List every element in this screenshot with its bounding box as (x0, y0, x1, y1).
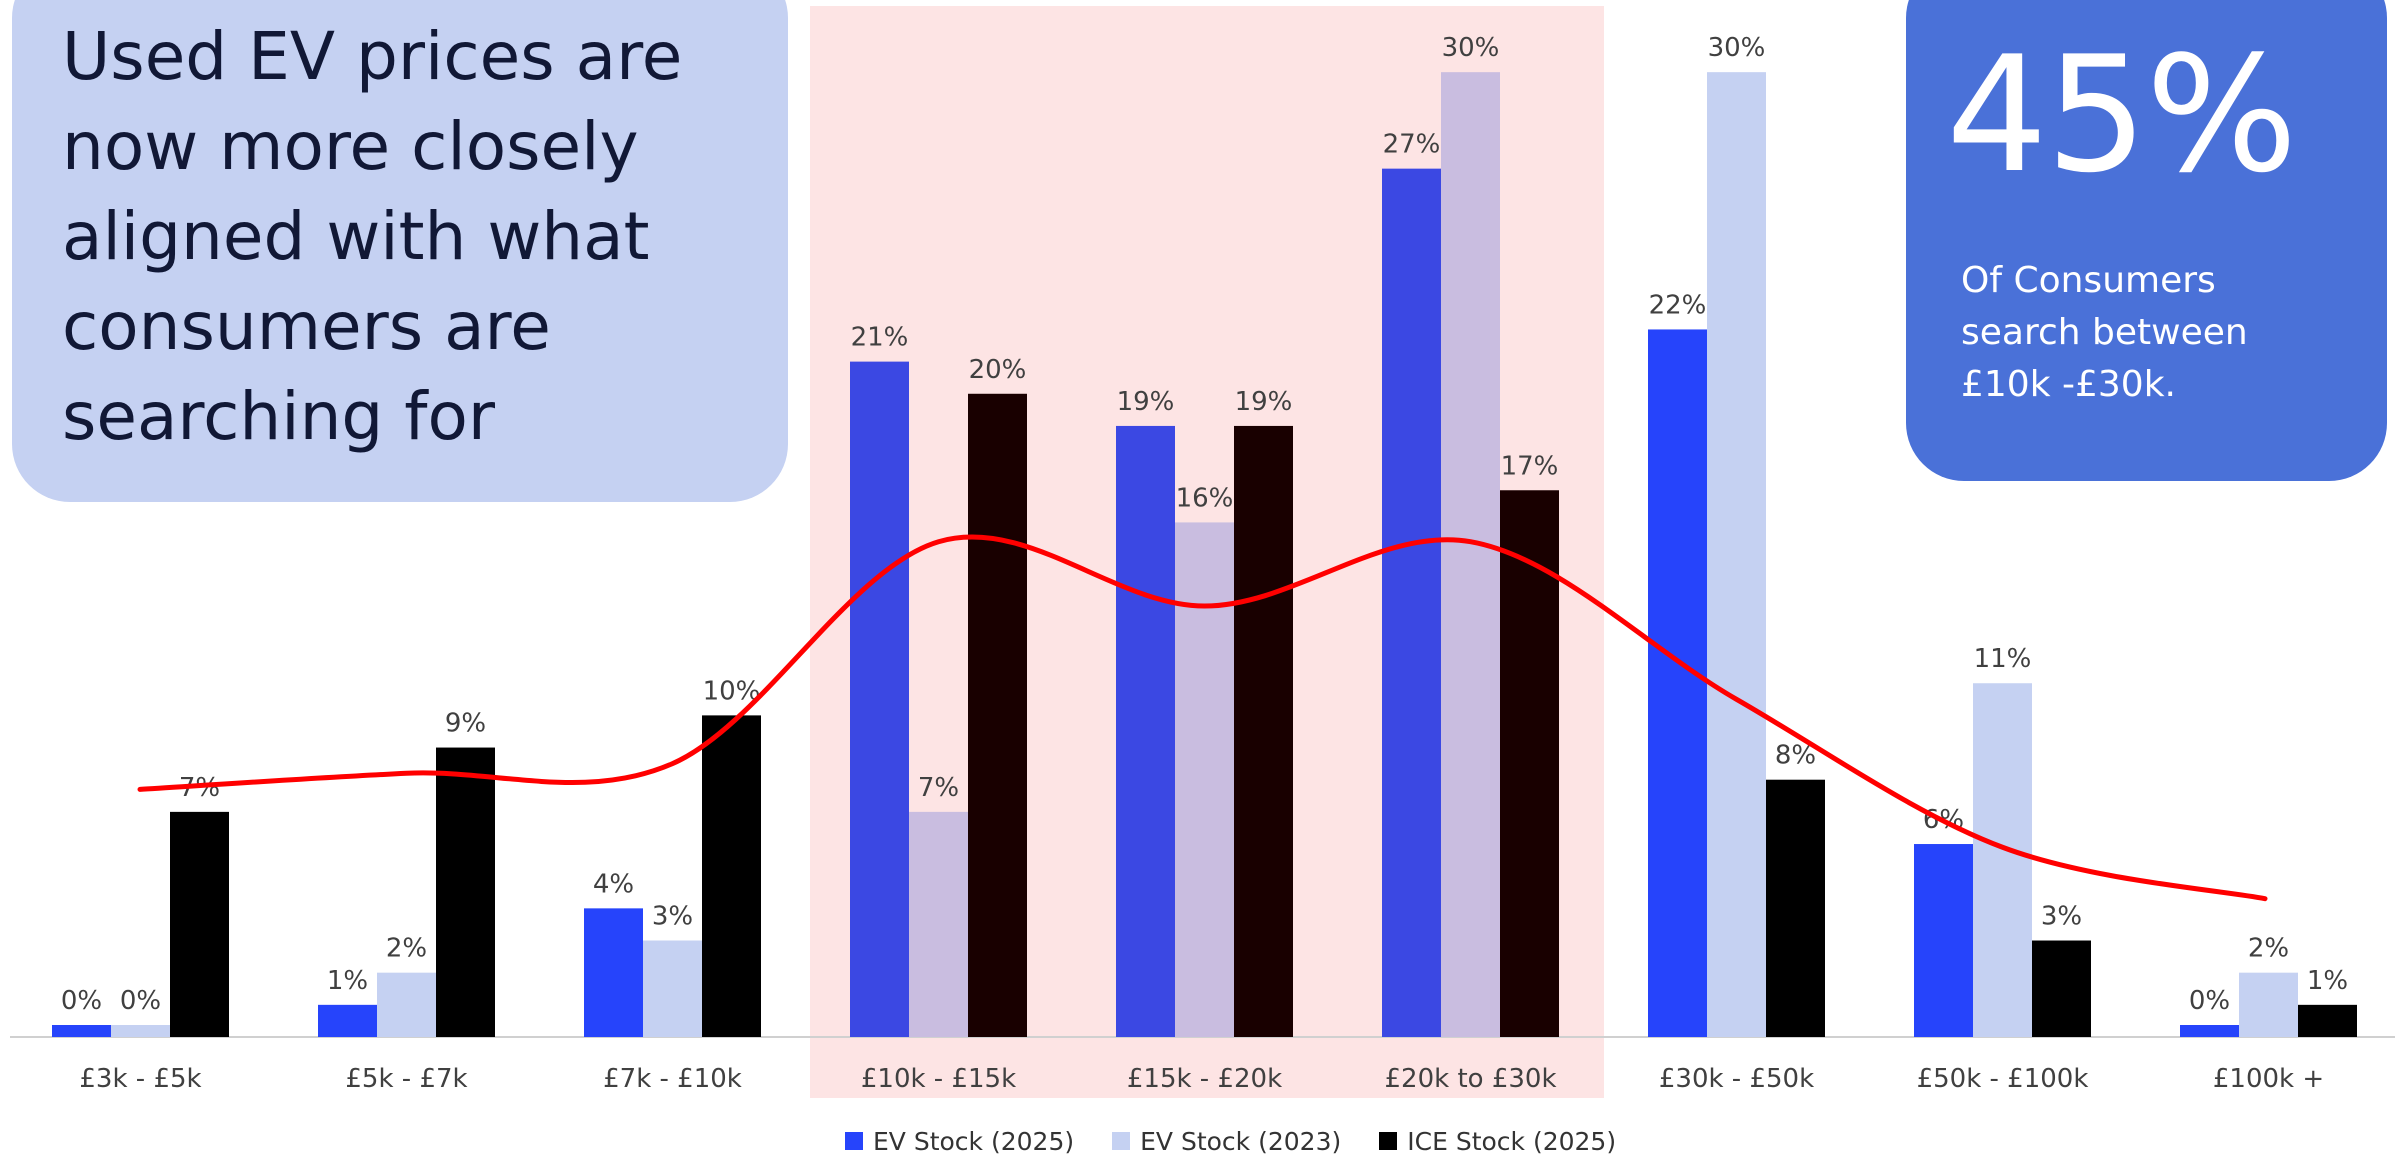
bar-ev-2023-3 (909, 811, 968, 1037)
data-label-ice-2025-4: 19% (1235, 387, 1293, 417)
x-tick-label-3: £10k - £15k (861, 1064, 1016, 1094)
bar-ev-2025-6 (1648, 329, 1707, 1037)
x-tick-label-0: £3k - £5k (79, 1064, 201, 1094)
stat-caption: Of Consumers search between £10k -£30k. (1961, 260, 2248, 405)
data-label-ev-2025-3: 21% (851, 323, 909, 353)
bar-ev-2023-5 (1441, 72, 1500, 1037)
legend-item-ice-2025: ICE Stock (2025) (1379, 1127, 1616, 1156)
bar-ice-2025-5 (1500, 490, 1559, 1037)
bar-ev-2025-3 (850, 361, 909, 1037)
legend-label-ev-2023: EV Stock (2023) (1140, 1126, 1342, 1156)
stat-callout: 45% Of Consumers search between £10k -£3… (1906, 0, 2387, 481)
data-label-ev-2023-5: 30% (1442, 33, 1500, 63)
trend-line (137, 534, 2268, 902)
bar-ice-2025-4 (1234, 425, 1293, 1037)
legend-item-ev-2023: EV Stock (2023) (1112, 1127, 1341, 1156)
x-tick-label-1: £5k - £7k (345, 1064, 467, 1094)
data-label-ev-2025-0: 0% (61, 986, 102, 1016)
legend-swatch-ev-2023 (1112, 1132, 1131, 1150)
legend-label-ice-2025: ICE Stock (2025) (1407, 1126, 1617, 1156)
data-label-ice-2025-1: 9% (445, 709, 486, 739)
data-label-ev-2025-6: 22% (1649, 290, 1707, 320)
data-label-ice-2025-3: 20% (969, 355, 1027, 385)
chart-legend: EV Stock (2025) EV Stock (2023) ICE Stoc… (845, 1124, 1654, 1158)
x-tick-label-5: £20k to £30k (1385, 1064, 1557, 1094)
data-label-ev-2023-6: 30% (1708, 33, 1766, 63)
bar-ev-2025-8 (2180, 1025, 2239, 1037)
x-tick-label-7: £50k - £100k (1917, 1064, 2089, 1094)
bar-ice-2025-6 (1766, 779, 1825, 1037)
bar-ev-2023-2 (643, 940, 702, 1037)
bar-ev-2023-4 (1175, 522, 1234, 1037)
bar-ev-2025-1 (318, 1004, 377, 1037)
x-tick-label-8: £100k + (2213, 1064, 2324, 1094)
bar-ev-2023-6 (1707, 72, 1766, 1037)
legend-swatch-ice-2025 (1379, 1132, 1398, 1150)
bar-ev-2025-2 (584, 908, 643, 1037)
data-label-ev-2023-7: 11% (1974, 644, 2032, 674)
data-label-ev-2023-0: 0% (120, 986, 161, 1016)
stat-value: 45% (1946, 21, 2298, 208)
data-label-ev-2025-2: 4% (593, 869, 634, 899)
data-label-ev-2023-2: 3% (652, 902, 693, 932)
legend-swatch-ev-2025 (845, 1132, 863, 1150)
data-label-ice-2025-7: 3% (2041, 902, 2082, 932)
bar-ev-2025-0 (52, 1025, 111, 1037)
bar-ice-2025-3 (968, 393, 1027, 1038)
bar-ev-2023-8 (2239, 972, 2298, 1037)
data-label-ev-2023-1: 2% (386, 934, 427, 964)
data-label-ice-2025-8: 1% (2307, 966, 2348, 996)
data-label-ev-2023-3: 7% (918, 773, 959, 803)
x-tick-label-6: £30k - £50k (1659, 1064, 1814, 1094)
legend-item-ev-2025: EV Stock (2025) (845, 1127, 1074, 1156)
data-label-ice-2025-5: 17% (1501, 451, 1559, 481)
data-label-ev-2025-4: 19% (1117, 387, 1175, 417)
bar-ev-2025-7 (1914, 844, 1973, 1037)
data-label-ice-2025-2: 10% (703, 676, 761, 706)
bar-ice-2025-8 (2298, 1004, 2357, 1037)
legend-label-ev-2025: EV Stock (2025) (873, 1126, 1075, 1156)
data-label-ev-2025-8: 0% (2189, 986, 2230, 1016)
bar-ice-2025-1 (436, 747, 495, 1037)
bar-ice-2025-2 (702, 715, 761, 1037)
data-label-ev-2023-4: 16% (1176, 483, 1234, 513)
data-label-ev-2023-8: 2% (2248, 934, 2289, 964)
bar-ev-2023-0 (111, 1025, 170, 1037)
bar-ice-2025-0 (170, 811, 229, 1037)
headline-text: Used EV prices are now more closely alig… (62, 18, 683, 455)
bar-ev-2023-1 (377, 972, 436, 1037)
bar-ice-2025-7 (2032, 940, 2091, 1037)
data-label-ev-2025-1: 1% (327, 966, 368, 996)
bar-ev-2023-7 (1973, 683, 2032, 1037)
x-tick-label-2: £7k - £10k (603, 1064, 742, 1094)
data-label-ev-2025-5: 27% (1383, 130, 1441, 160)
bar-ev-2025-4 (1116, 425, 1175, 1037)
bar-ev-2025-5 (1382, 168, 1441, 1038)
headline-callout: Used EV prices are now more closely alig… (12, 0, 788, 502)
x-tick-label-4: £15k - £20k (1127, 1064, 1282, 1094)
